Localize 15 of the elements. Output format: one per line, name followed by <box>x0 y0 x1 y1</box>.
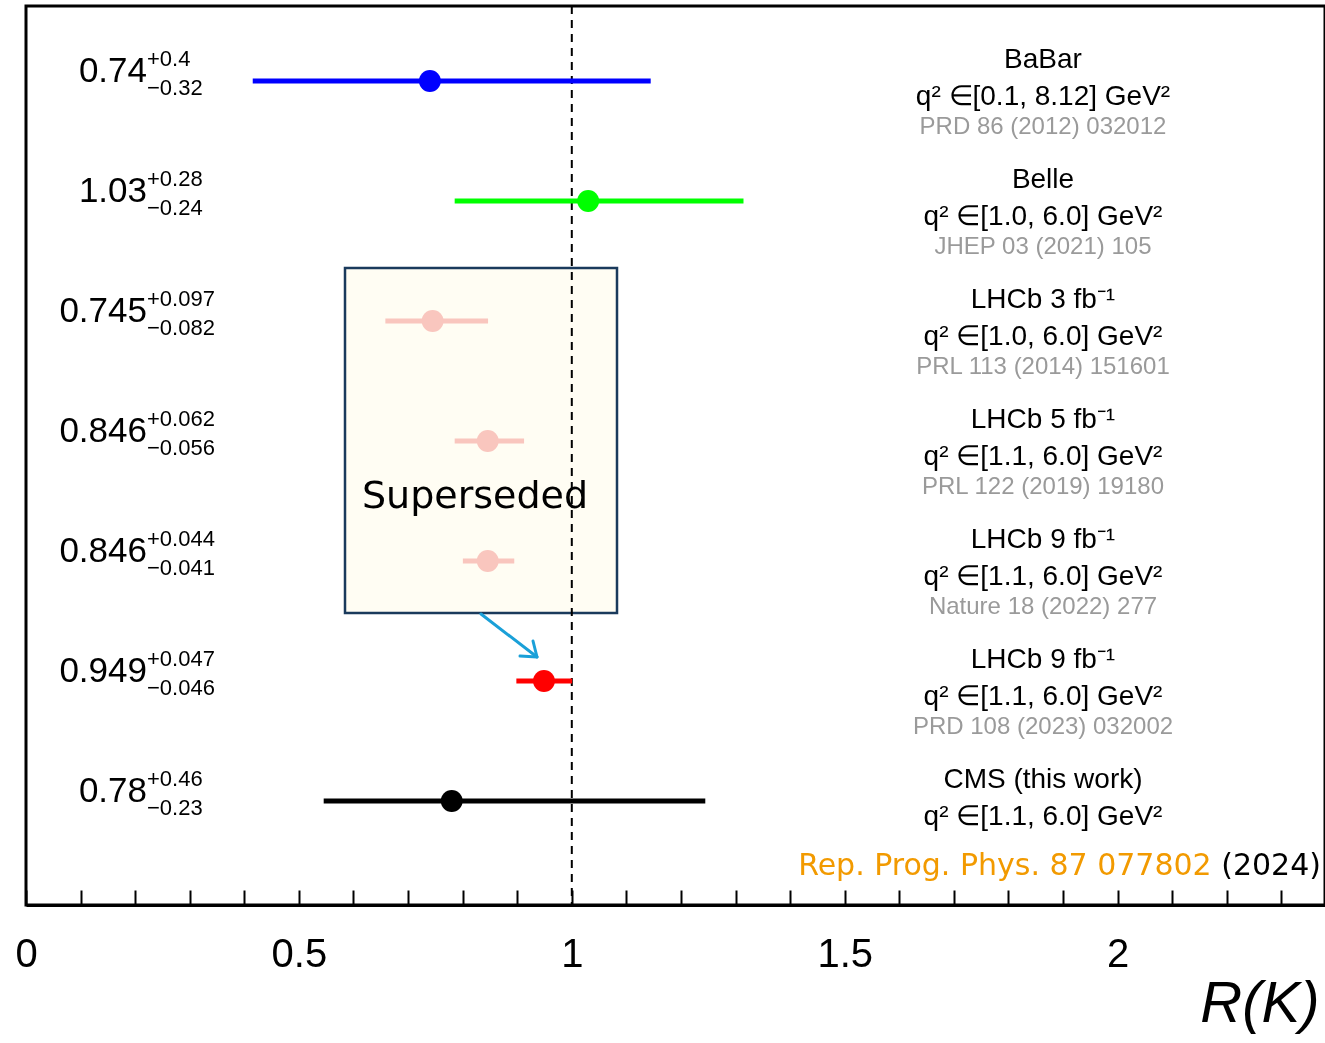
text: LHCb 3 fb⁻¹ q² ∈[1.0, 6.0] GeV² PRL 113 (2014) 151601 <box>916 283 1170 379</box>
text: LHCb 9 fb⁻¹ q² ∈[1.1, 6.0] GeV² PRD 108 (2023) 032002 <box>912 643 1174 739</box>
x-tick-label: 0 <box>15 930 38 975</box>
text: CMS (this work) q² ∈[1.1, 6.0] GeV² <box>923 763 1163 831</box>
x-tick-label: 2 <box>1106 930 1130 975</box>
x-tick-label: 1.5 <box>817 930 873 975</box>
text: LHCb 9 fb⁻¹ q² ∈[1.1, 6.0] GeV² Nature 18 (2022) 277 <box>923 523 1163 619</box>
text: LHCb 5 fb⁻¹ q² ∈[1.1, 6.0] GeV² PRL 122 (2019) 19180 <box>922 403 1164 499</box>
x-axis-title: R(K) <box>1200 968 1320 1034</box>
annotation: Superseded <box>361 473 589 517</box>
text: BaBar q² ∈[0.1, 8.12] GeV² PRD 86 (2012) 032012 <box>915 43 1171 139</box>
annotation: Rep. Prog. Phys. 87 077802 (2024) <box>798 847 1321 882</box>
x-tick-label: 0.5 <box>271 930 328 975</box>
text: Belle q² ∈[1.0, 6.0] GeV² JHEP 03 (2021) 105 <box>923 163 1163 259</box>
x-tick-label: 1 <box>561 930 584 975</box>
